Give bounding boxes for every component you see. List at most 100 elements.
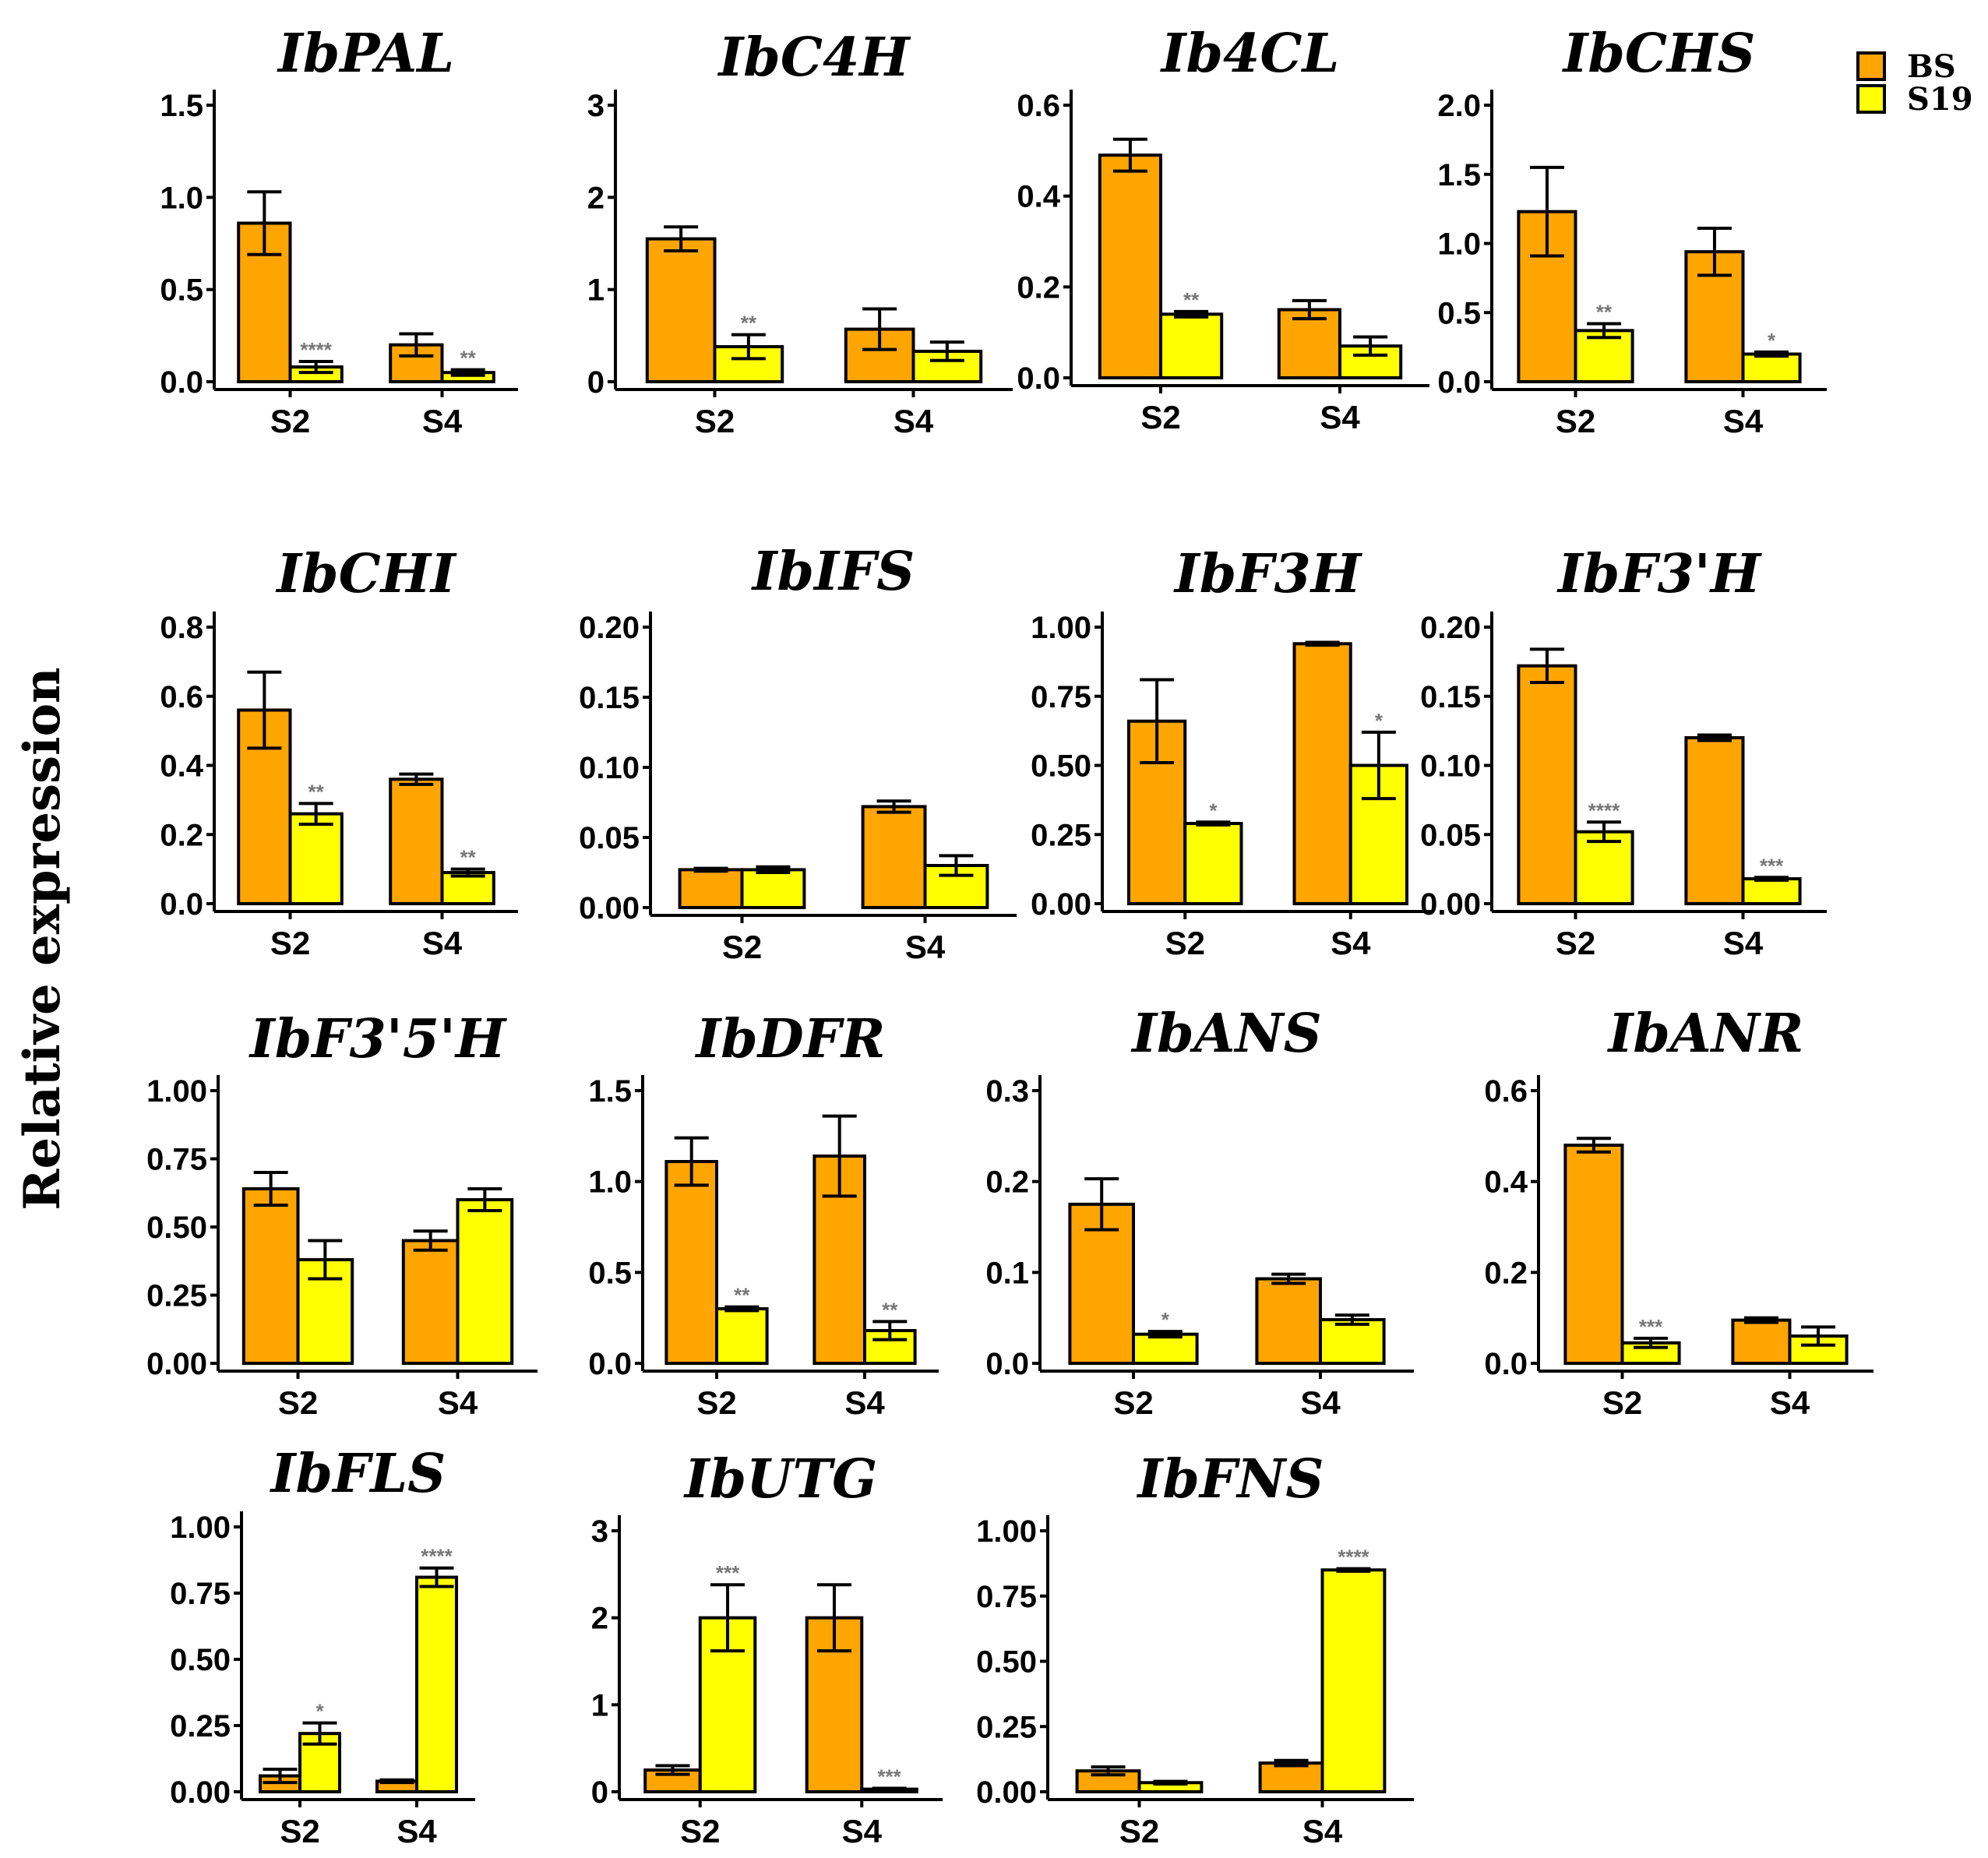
y-tick-label: 1.0 [588,1165,632,1200]
chart-title: IbF3'5'H [248,1008,508,1070]
error-bar [1140,678,1175,764]
y-tick-label: 1.0 [160,181,203,215]
significance-label: **** [300,338,332,361]
bar-bs [1684,736,1745,905]
significance-label: ** [741,312,757,335]
y-tick-label: 0.25 [976,1710,1037,1744]
y-tick-label: 0.05 [1420,818,1481,852]
bar-bs [861,805,927,910]
y-tick-label: 1.00 [976,1514,1037,1549]
significance-label: *** [1639,1315,1663,1338]
error-bar [710,1583,746,1653]
significance-label: *** [1760,854,1784,877]
y-tick-label: 2.0 [1437,89,1481,123]
y-tick-label: 2 [591,1602,608,1636]
y-tick-label: 0.50 [170,1643,231,1677]
legend-label-s19: S19 [1907,81,1973,118]
error-bar [413,1229,448,1252]
y-tick-label: 0.00 [1420,887,1481,922]
y-tick-label: 0.00 [579,891,640,925]
x-tick-label: S2 [1556,925,1595,961]
bar-s19 [1319,1318,1386,1365]
y-tick-label: 0.6 [160,680,203,714]
chart-panel: IbIFS 0.00 0.05 0.10 0.15 0.20 S2 S4 [579,541,1017,965]
y-tick-label: 0.00 [170,1775,231,1810]
panels: IbPAL0.00.51.01.5S2****S4**IbC4H0123S2**… [146,23,1873,1849]
x-tick-label: S2 [1140,399,1180,435]
error-bar [1112,137,1147,173]
chart-title: IbIFS [751,541,915,603]
error-bar [308,1239,343,1281]
chart-title: IbF3H [1173,543,1363,605]
error-bar [1587,820,1622,844]
error-bar [1274,1758,1309,1768]
significance-label: **** [421,1545,453,1568]
chart-panel: IbDFR 0.0 0.5 1.0 1.5 S2 ** S4 ** [588,1008,939,1421]
y-tick-label: 0.25 [1031,818,1091,852]
error-bar [399,332,434,358]
bar-bs [1258,1761,1324,1793]
y-tick-label: 0.0 [1437,365,1481,400]
error-bar [939,854,974,877]
y-axis-label: Relative expression [13,667,72,1210]
error-bar [450,867,485,878]
chart-panel: IbF3'5'H 0.00 0.25 0.50 0.75 1.00 S2 S4 [146,1008,538,1421]
error-bar [1743,1316,1778,1324]
x-tick-label: S2 [1165,925,1205,961]
chart-title: IbDFR [694,1008,885,1070]
error-bar [1153,1779,1188,1786]
bar-s19 [715,1307,769,1365]
error-bar [1361,730,1396,801]
y-tick-label: 0.75 [976,1580,1037,1614]
error-bar [872,1320,908,1341]
x-tick-label: S4 [1770,1384,1810,1421]
error-bar [872,1786,907,1792]
y-tick-label: 1.00 [1031,611,1091,645]
chart-title: IbANS [1130,1003,1321,1065]
error-bar [756,865,791,874]
error-bar [674,1136,709,1187]
error-bar [1334,1313,1369,1326]
chart-title: Ib4CL [1160,23,1340,85]
chart-panel: IbUTG 0 1 2 3 S2 *** S4 *** [591,1448,943,1849]
chart-title: IbPAL [277,23,454,85]
bar-bs [389,343,444,383]
error-bar [1634,1336,1669,1349]
error-bar [1091,1765,1126,1777]
significance-label: **** [1338,1546,1369,1569]
significance-label: * [315,1700,324,1723]
y-tick-label: 0.75 [170,1577,231,1611]
bar-s19 [1320,1568,1387,1793]
error-bar [1754,876,1789,882]
x-tick-label: S2 [1119,1813,1159,1849]
error-bar [379,1778,414,1785]
error-bar [862,307,897,351]
significance-label: **** [1588,799,1620,822]
error-bar [822,1114,857,1198]
bar-bs [1255,1277,1323,1365]
y-tick-label: 0.50 [1031,749,1091,784]
significance-label: *** [877,1765,901,1789]
bar-s19 [740,868,806,910]
x-tick-label: S2 [280,1813,319,1849]
x-tick-label: S4 [842,1813,883,1849]
significance-label: ** [1183,288,1200,312]
significance-label: ** [460,846,477,869]
error-bar [1147,1330,1183,1339]
bar-bs [1731,1318,1792,1366]
bar-bs [1563,1144,1624,1365]
y-tick-label: 0.75 [1031,680,1091,714]
error-bar [1336,1567,1371,1573]
error-bar [1529,165,1564,258]
bar-s19 [440,871,495,905]
y-tick-label: 0.10 [1420,749,1481,784]
error-bar [1529,647,1564,684]
y-tick-label: 0.0 [985,1347,1029,1381]
x-tick-label: S4 [422,403,463,439]
y-tick-label: 0 [591,1775,608,1810]
x-tick-label: S2 [680,1813,720,1849]
y-tick-label: 0.25 [170,1709,231,1743]
x-tick-label: S4 [422,925,463,961]
error-bar [399,772,434,786]
y-tick-label: 1.0 [1437,227,1481,262]
